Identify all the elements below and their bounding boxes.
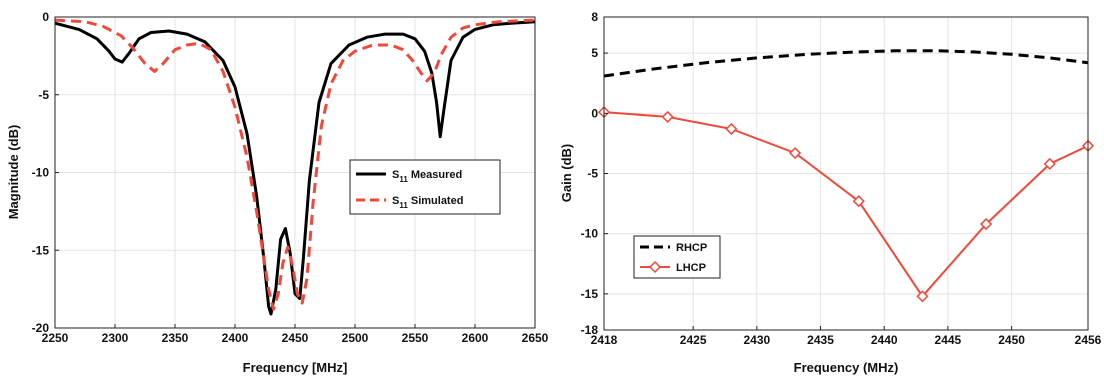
- gain-x-tick-label: 2425: [680, 333, 707, 347]
- gain-tick-labels: 2418 2425 2430 2435 2440 2445 2450 2456 8 5 0 -5 -10…: [581, 10, 1102, 347]
- s11-y-tick-label: -20: [32, 321, 50, 335]
- gain-lhcp-marker: [916, 290, 929, 303]
- s11-x-tick-label: 2400: [222, 331, 249, 345]
- s11-legend-simulated-main: S: [392, 195, 399, 207]
- s11-series-measured-line: [54, 20, 536, 316]
- s11-legend-simulated-label: S11 Simulated: [392, 195, 463, 210]
- s11-y-tick-label: -15: [32, 243, 50, 257]
- gain-y-tick-label: -15: [581, 287, 599, 301]
- gain-x-tick-label: 2435: [807, 333, 834, 347]
- s11-legend-simulated-rest: Simulated: [408, 195, 464, 207]
- gain-y-tick-label: -10: [581, 227, 599, 241]
- s11-x-axis-label: Frequency [MHz]: [243, 360, 348, 375]
- gain-legend-lhcp-marker: [648, 260, 662, 274]
- gain-legend-rhcp-label: RHCP: [676, 242, 707, 254]
- s11-y-tick-label: -10: [32, 166, 50, 180]
- s11-legend-measured-rest: Measured: [408, 169, 462, 181]
- s11-x-tick-label: 2350: [162, 331, 189, 345]
- s11-x-tick-label: 2250: [42, 331, 69, 345]
- s11-x-tick-label: 2300: [102, 331, 129, 345]
- gain-lhcp-marker: [980, 218, 993, 231]
- s11-legend-measured-sub: 11: [399, 175, 408, 184]
- gain-y-axis-label: Gain (dB): [559, 144, 574, 203]
- gain-x-tick-label: 2450: [998, 333, 1025, 347]
- gain-x-tick-label: 2445: [935, 333, 962, 347]
- s11-legend-simulated-sub: 11: [399, 201, 408, 210]
- gain-lhcp-marker: [725, 122, 738, 136]
- s11-x-tick-label: 2600: [462, 331, 489, 345]
- s11-series-layer: [54, 18, 536, 316]
- gain-lhcp-marker: [788, 146, 802, 160]
- gain-x-tick-label: 2440: [871, 333, 898, 347]
- s11-legend: S11 Measured S11 Simulated: [349, 159, 501, 215]
- gain-x-axis-label: Frequency (MHz): [794, 360, 899, 375]
- gain-y-tick-label: 0: [591, 106, 598, 120]
- s11-y-tick-label: -5: [38, 88, 49, 102]
- gain-y-tick-label: -5: [587, 167, 598, 181]
- gain-gridlines: [603, 16, 1089, 331]
- gain-y-tick-label: 5: [591, 46, 598, 60]
- gain-y-tick-label: -18: [581, 323, 599, 337]
- s11-tick-labels: 2250 2300 2350 2400 2450 2500 2550 2600 2650 0 -5 -…: [32, 10, 549, 345]
- gain-legend: RHCP LHCP: [633, 235, 721, 279]
- s11-y-axis-label: Magnitude (dB): [6, 125, 21, 220]
- gain-legend-box: [633, 235, 721, 279]
- s11-x-tick-label: 2500: [342, 331, 369, 345]
- gain-lhcp-marker: [661, 110, 674, 123]
- s11-x-tick-label: 2650: [522, 331, 549, 345]
- s11-x-tick-label: 2550: [402, 331, 429, 345]
- gain-x-tick-label: 2456: [1075, 333, 1102, 347]
- s11-y-tick-label: 0: [42, 10, 49, 24]
- s11-x-tick-label: 2450: [282, 331, 309, 345]
- s11-legend-measured-label: S11 Measured: [392, 169, 462, 184]
- gain-legend-lhcp-label: LHCP: [676, 262, 706, 274]
- gain-y-tick-label: 8: [591, 10, 598, 24]
- gain-lhcp-marker: [852, 195, 865, 208]
- gain-x-tick-label: 2418: [591, 333, 618, 347]
- gain-chart: 2418 2425 2430 2435 2440 2445 2450 2456 8 5 0 -5 -10…: [559, 10, 1102, 375]
- s11-legend-box: [349, 159, 501, 215]
- gain-x-tick-label: 2430: [743, 333, 770, 347]
- gain-lhcp-marker: [1043, 157, 1056, 170]
- s11-legend-measured-main: S: [392, 169, 399, 181]
- s11-series-simulated-line: [54, 18, 536, 311]
- gain-series-rhcp-line: [603, 49, 1089, 78]
- s11-chart: 2250 2300 2350 2400 2450 2500 2550 2600 2650 0 -5 -…: [6, 10, 549, 375]
